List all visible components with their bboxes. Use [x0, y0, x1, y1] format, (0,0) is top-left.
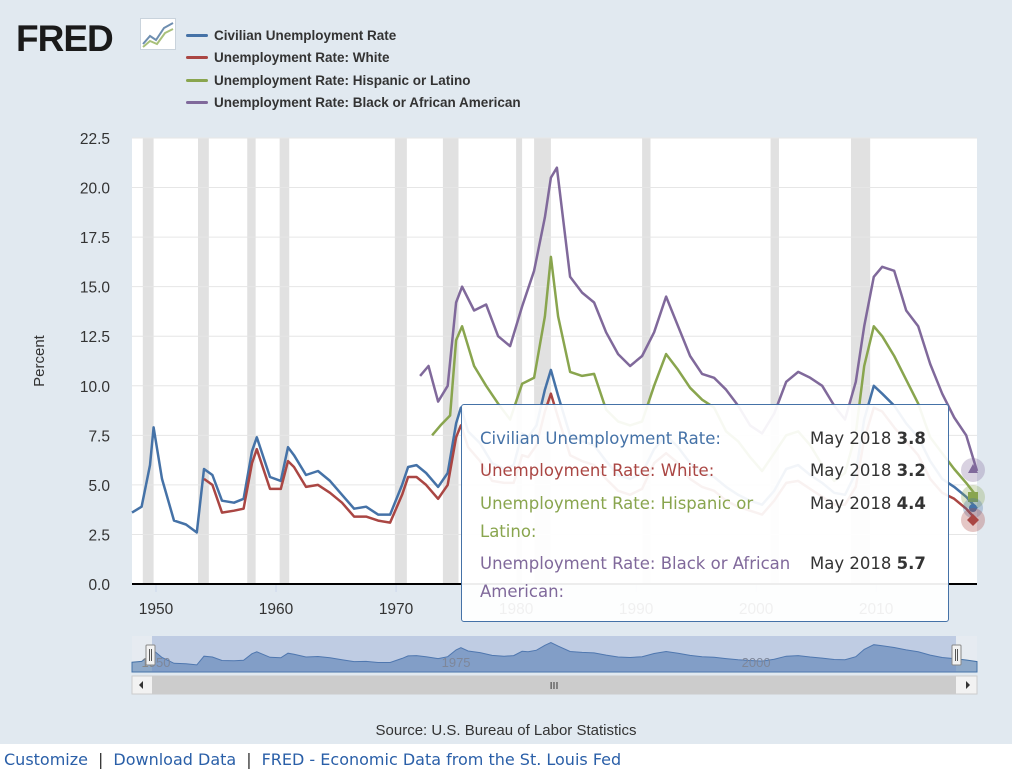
navigator-handle-right[interactable] — [951, 644, 962, 666]
recession-band — [770, 138, 779, 584]
y-tick-label: 15.0 — [80, 280, 111, 297]
tooltip-series-name: Unemployment Rate: White: — [480, 461, 715, 480]
recession-band — [516, 138, 523, 584]
y-tick-label: 5.0 — [88, 478, 110, 495]
legend-item-hispanic[interactable]: Unemployment Rate: Hispanic or Latino — [186, 69, 521, 92]
y-tick-label: 0.0 — [88, 577, 110, 594]
tooltip-value: May 2018 3.2 — [810, 461, 926, 480]
tooltip-series-name: Civilian Unemployment Rate: — [480, 429, 721, 448]
legend-item-civilian[interactable]: Civilian Unemployment Rate — [186, 24, 521, 47]
download-data-link[interactable]: Download Data — [113, 750, 237, 769]
scroll-left-arrow-icon[interactable] — [139, 681, 143, 689]
tooltip-value: May 2018 3.8 — [810, 429, 926, 448]
marker-black-triangle-icon — [968, 464, 978, 473]
legend-swatch — [186, 56, 208, 60]
scroll-right-arrow-icon[interactable] — [966, 681, 970, 689]
navigator-series-area — [131, 641, 978, 673]
x-tick-label: 1950 — [139, 601, 174, 618]
footer-links: Customize | Download Data | FRED - Economic … — [4, 750, 621, 769]
legend-swatch — [186, 101, 208, 105]
navigator-label: 1975 — [442, 655, 471, 670]
y-tick-label: 2.5 — [88, 527, 110, 544]
y-tick-label: 22.5 — [80, 131, 110, 148]
customize-link[interactable]: Customize — [4, 750, 88, 769]
tooltip-series-name: Unemployment Rate: Hispanic or Latino: — [480, 494, 754, 541]
chart-panel: 0.0 2.5 5.0 7.5 10.0 12.5 15.0 17.5 20.0 22.5 195… — [0, 0, 1012, 744]
y-axis-label: Percent — [31, 334, 48, 387]
scrollbar-grip: III — [550, 681, 559, 692]
recession-band — [142, 138, 154, 584]
footer-separator: | — [97, 750, 104, 769]
x-tick-label: 1960 — [259, 601, 294, 618]
navigator-handle-left[interactable] — [145, 644, 156, 666]
marker-white-diamond-icon — [967, 514, 979, 526]
recession-band — [279, 138, 290, 584]
fred-logo: FRED — [16, 18, 114, 59]
recession-band — [198, 138, 209, 584]
legend-item-black[interactable]: Unemployment Rate: Black or African Amer… — [186, 92, 521, 115]
recession-band — [394, 138, 407, 584]
marker-civilian-circle-icon — [969, 504, 977, 512]
fred-home-link[interactable]: FRED - Economic Data from the St. Louis … — [261, 750, 622, 769]
legend-label: Unemployment Rate: Hispanic or Latino — [214, 72, 471, 88]
y-tick-label: 7.5 — [88, 428, 110, 445]
navigator-selection[interactable] — [152, 636, 956, 672]
legend-label: Unemployment Rate: White — [214, 50, 390, 66]
y-tick-label: 20.0 — [80, 181, 111, 198]
legend-label: Unemployment Rate: Black or African Amer… — [214, 95, 521, 111]
navigator-label: 2000 — [742, 655, 771, 670]
series-line-black — [419, 166, 979, 472]
legend: Civilian Unemployment Rate Unemployment … — [186, 24, 521, 114]
recession-band — [247, 138, 256, 584]
line-chart-icon — [140, 18, 176, 50]
x-tick-label: 1970 — [379, 601, 414, 618]
marker-hispanic-square-icon — [968, 492, 978, 502]
tooltip-value: May 2018 5.7 — [810, 554, 926, 573]
tooltip: Civilian Unemployment Rate: May 2018 3.8… — [461, 404, 949, 622]
tooltip-series-name: Unemployment Rate: Black or African Amer… — [480, 554, 791, 601]
legend-item-white[interactable]: Unemployment Rate: White — [186, 47, 521, 70]
y-tick-label: 10.0 — [80, 379, 111, 396]
footer-separator: | — [246, 750, 252, 769]
legend-label: Civilian Unemployment Rate — [214, 27, 397, 43]
y-tick-label: 17.5 — [80, 230, 110, 247]
recession-band — [642, 138, 651, 584]
legend-swatch — [186, 78, 208, 82]
scrollbar-thumb[interactable] — [152, 676, 956, 694]
legend-swatch — [186, 33, 208, 37]
tooltip-value: May 2018 4.4 — [810, 494, 926, 513]
source-note: Source: U.S. Bureau of Labor Statistics — [375, 722, 637, 739]
y-tick-label: 12.5 — [80, 329, 110, 346]
chart-svg: 0.0 2.5 5.0 7.5 10.0 12.5 15.0 17.5 20.0 22.5 195… — [31, 131, 985, 695]
